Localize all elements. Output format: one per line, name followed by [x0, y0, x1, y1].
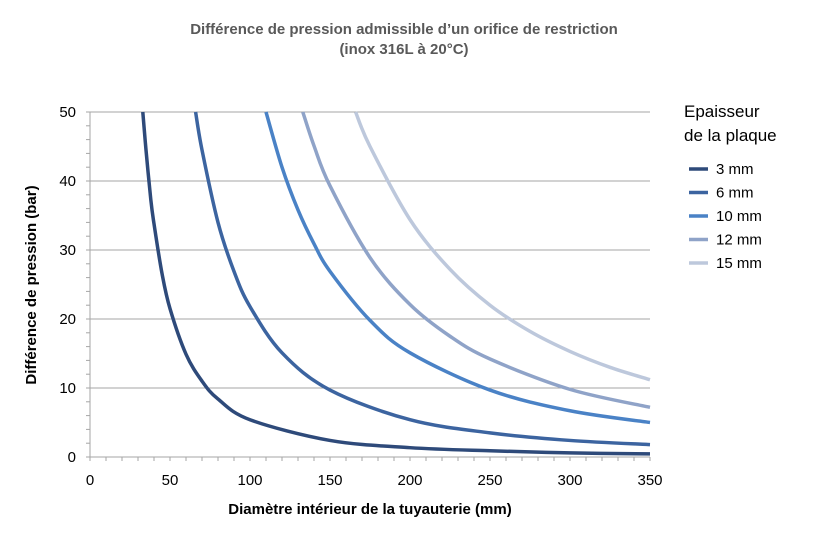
- x-tick-label-350: 350: [637, 472, 662, 489]
- legend-label-10-mm: 10 mm: [716, 208, 762, 225]
- y-tick-label-30: 30: [59, 242, 76, 259]
- y-tick-labels: 0 10 20 30 40 50: [59, 104, 76, 466]
- chart-subtitle: (inox 316L à 20°C): [339, 41, 468, 58]
- series-line-6-mm: [193, 111, 651, 447]
- x-tick-label-200: 200: [397, 472, 422, 489]
- legend-title-line-2: de la plaque: [684, 126, 777, 145]
- x-tick-label-300: 300: [557, 472, 582, 489]
- legend-label-15-mm: 15 mm: [716, 255, 762, 272]
- grid-lines: [90, 111, 650, 458]
- y-tick-label-20: 20: [59, 311, 76, 328]
- x-tick-label-0: 0: [86, 472, 94, 489]
- x-tick-label-100: 100: [237, 472, 262, 489]
- series-line-12-mm: [301, 111, 651, 410]
- series-line-10-mm: [264, 111, 651, 425]
- x-axis-label: Diamètre intérieur de la tuyauterie (mm): [228, 501, 511, 518]
- x-tick-labels: 0 50 100 150 200 250 300 350: [86, 472, 663, 489]
- y-tick-label-40: 40: [59, 173, 76, 190]
- legend-title-line-1: Epaisseur: [684, 102, 760, 121]
- legend-items: 3 mm 6 mm 10 mm 12 mm 15 mm: [689, 161, 762, 272]
- x-tick-label-50: 50: [162, 472, 179, 489]
- y-tick-label-50: 50: [59, 104, 76, 121]
- series-lines: [141, 111, 651, 456]
- x-tick-label-150: 150: [317, 472, 342, 489]
- legend-label-6-mm: 6 mm: [716, 185, 754, 202]
- series-line-3-mm: [141, 111, 651, 456]
- legend-label-3-mm: 3 mm: [716, 161, 754, 178]
- y-tick-label-10: 10: [59, 380, 76, 397]
- legend: Epaisseur de la plaque 3 mm 6 mm 10 mm 12 m…: [684, 102, 777, 272]
- series-line-15-mm: [353, 111, 651, 382]
- y-tick-label-0: 0: [68, 449, 76, 466]
- legend-label-12-mm: 12 mm: [716, 232, 762, 249]
- axes: [86, 111, 651, 461]
- y-axis-label: Différence de pression (bar): [23, 185, 40, 384]
- x-tick-label-250: 250: [477, 472, 502, 489]
- chart-title: Différence de pression admissible d’un o…: [190, 21, 618, 38]
